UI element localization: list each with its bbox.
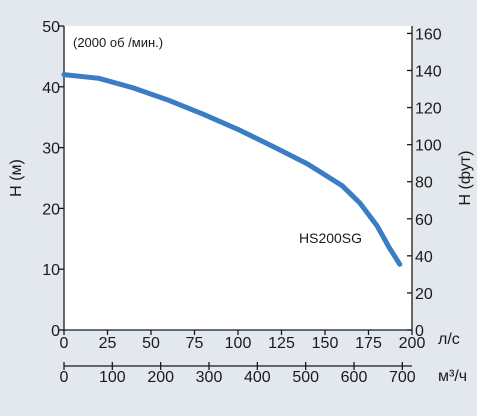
y-right-tick-label: 20	[415, 286, 433, 303]
x-secondary-tick-label: 300	[196, 369, 223, 386]
y-right-tick-label: 160	[415, 26, 442, 43]
x-secondary-tick-label: 600	[341, 369, 368, 386]
y-left-tick-label: 20	[42, 201, 60, 218]
y-right-tick-label: 0	[415, 323, 424, 340]
y-left-axis-title: H (м)	[8, 159, 25, 197]
plot-area	[64, 26, 412, 330]
x-secondary-tick-label: 700	[389, 369, 416, 386]
y-right-tick-label: 60	[415, 212, 433, 229]
y-left-tick-label: 50	[42, 19, 60, 36]
x-secondary-tick-label: 200	[147, 369, 174, 386]
x-primary-tick-label: 150	[312, 335, 339, 352]
y-right-tick-label: 80	[415, 175, 433, 192]
y-left-tick-label: 0	[51, 323, 60, 340]
y-right-axis-title: H (фут)	[457, 151, 474, 206]
x-primary-tick-label: 100	[225, 335, 252, 352]
x-primary-tick-label: 25	[99, 335, 117, 352]
x-secondary-tick-label: 100	[99, 369, 126, 386]
x-primary-tick-label: 0	[60, 335, 69, 352]
y-left-tick-label: 10	[42, 262, 60, 279]
x-secondary-tick-label: 0	[60, 369, 69, 386]
y-left-tick-label: 40	[42, 80, 60, 97]
speed-annotation: (2000 об /мин.)	[73, 35, 163, 50]
y-left-tick-label: 30	[42, 141, 60, 158]
x-primary-tick-label: 125	[268, 335, 295, 352]
x-secondary-unit: м³/ч	[438, 368, 467, 385]
y-right-tick-label: 100	[415, 138, 442, 155]
x-secondary-tick-label: 500	[292, 369, 319, 386]
x-primary-tick-label: 75	[186, 335, 204, 352]
series-label-hs200sg: HS200SG	[299, 230, 362, 246]
x-secondary-tick-label: 400	[244, 369, 271, 386]
series-line-hs200sg	[61, 72, 403, 267]
x-primary-tick-label: 175	[355, 335, 382, 352]
y-right-tick-label: 140	[415, 63, 442, 80]
y-right-tick-label: 40	[415, 249, 433, 266]
y-right-tick-label: 120	[415, 101, 442, 118]
x-primary-unit: л/с	[438, 331, 460, 348]
x-primary-tick-label: 200	[399, 335, 426, 352]
x-primary-tick-label: 50	[142, 335, 160, 352]
